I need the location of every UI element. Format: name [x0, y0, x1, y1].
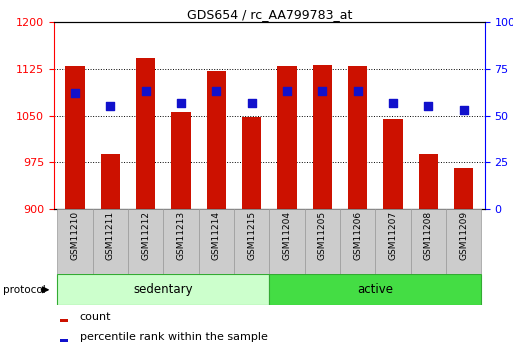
Title: GDS654 / rc_AA799783_at: GDS654 / rc_AA799783_at: [187, 8, 352, 21]
Bar: [419, 154, 438, 209]
Bar: [348, 66, 367, 209]
Text: active: active: [357, 283, 393, 296]
Text: GSM11210: GSM11210: [71, 211, 80, 260]
Bar: [57, 209, 93, 274]
Bar: [163, 209, 199, 274]
Bar: [376, 209, 410, 274]
Text: GSM11208: GSM11208: [424, 211, 433, 260]
Text: percentile rank within the sample: percentile rank within the sample: [80, 332, 268, 342]
Text: GSM11215: GSM11215: [247, 211, 256, 260]
Point: [283, 89, 291, 94]
Point: [142, 89, 150, 94]
Text: GSM11204: GSM11204: [283, 211, 291, 260]
Bar: [242, 117, 262, 209]
Point: [212, 89, 221, 94]
Bar: [383, 119, 403, 209]
Bar: [269, 209, 305, 274]
Text: GSM11214: GSM11214: [212, 211, 221, 260]
Text: GSM11207: GSM11207: [388, 211, 398, 260]
Bar: [57, 274, 269, 305]
Point: [353, 89, 362, 94]
Text: GSM11213: GSM11213: [176, 211, 186, 260]
Bar: [136, 58, 155, 209]
Bar: [207, 71, 226, 209]
Bar: [410, 209, 446, 274]
Point: [106, 104, 114, 109]
Bar: [101, 154, 120, 209]
Point: [318, 89, 326, 94]
Bar: [199, 209, 234, 274]
Text: GSM11206: GSM11206: [353, 211, 362, 260]
Bar: [446, 209, 481, 274]
Point: [460, 107, 468, 113]
Point: [424, 104, 432, 109]
Text: protocol: protocol: [3, 285, 45, 295]
Point: [389, 100, 397, 105]
Point: [248, 100, 256, 105]
Bar: [269, 274, 481, 305]
Point: [177, 100, 185, 105]
Point: [71, 90, 79, 96]
Text: GSM11212: GSM11212: [141, 211, 150, 260]
Bar: [305, 209, 340, 274]
Bar: [312, 65, 332, 209]
Bar: [128, 209, 163, 274]
Bar: [171, 112, 191, 209]
Text: count: count: [80, 312, 111, 322]
Text: GSM11211: GSM11211: [106, 211, 115, 260]
Bar: [454, 168, 473, 209]
Bar: [93, 209, 128, 274]
Bar: [61, 319, 68, 322]
Text: GSM11209: GSM11209: [459, 211, 468, 260]
Text: sedentary: sedentary: [133, 283, 193, 296]
Bar: [65, 66, 85, 209]
Text: GSM11205: GSM11205: [318, 211, 327, 260]
Bar: [61, 339, 68, 342]
Bar: [234, 209, 269, 274]
Bar: [277, 66, 297, 209]
Bar: [340, 209, 376, 274]
